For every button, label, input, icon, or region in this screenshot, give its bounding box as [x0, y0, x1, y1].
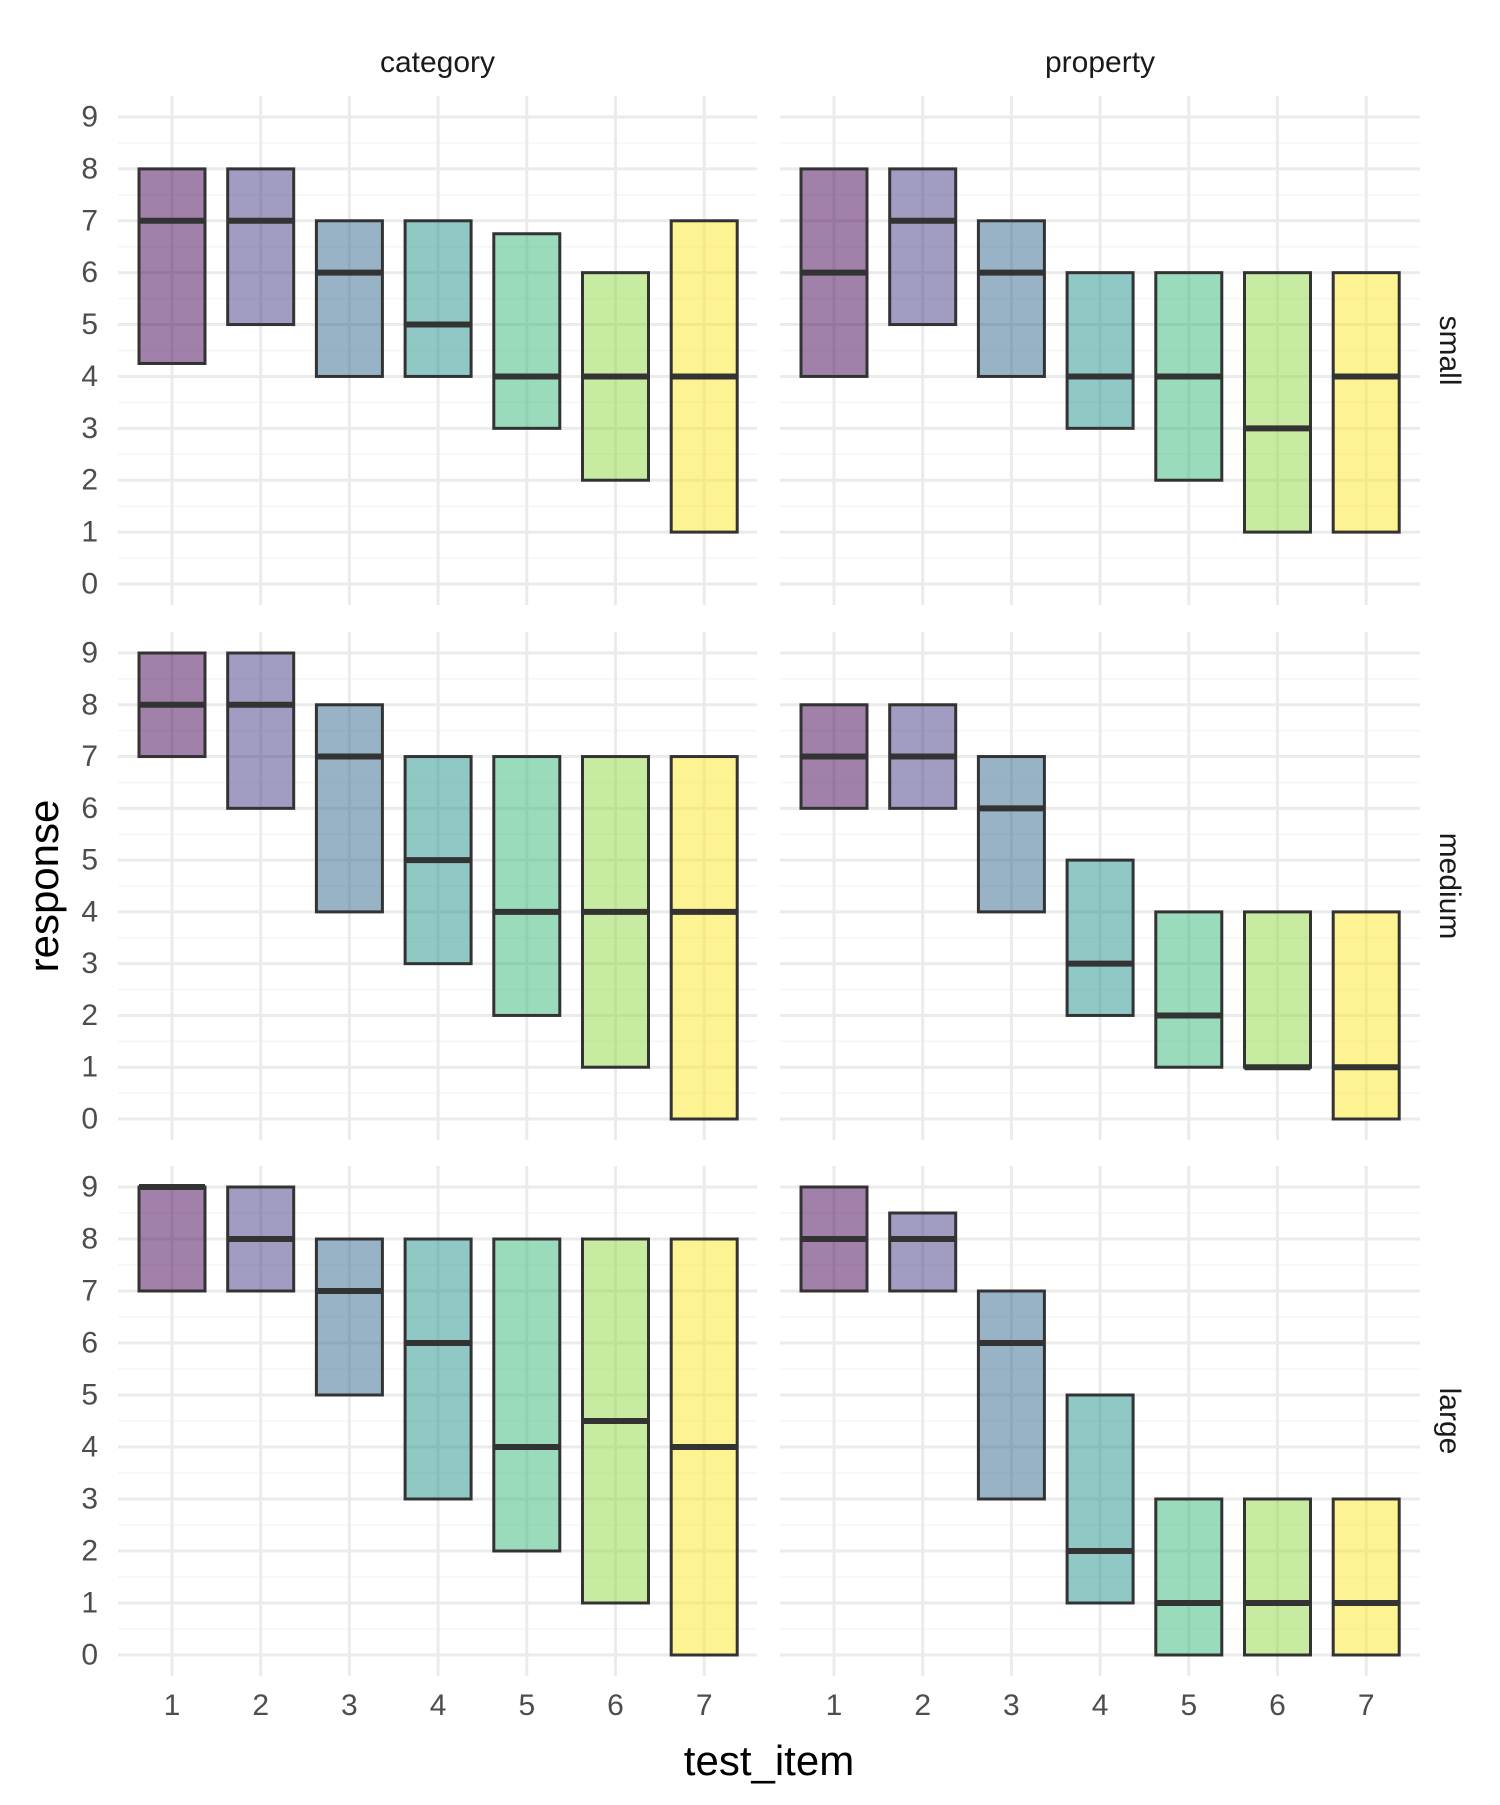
box-item-4: [1065, 1393, 1135, 1605]
box-item-5: [492, 755, 562, 1017]
x-tick-label: 6: [607, 1689, 624, 1722]
row-strip-label: small: [1433, 315, 1466, 385]
box-item-7: [1331, 1497, 1401, 1657]
y-tick-label: 9: [81, 637, 98, 670]
y-tick-label: 2: [81, 464, 98, 497]
y-tick-label: 3: [81, 947, 98, 980]
box-item-6: [1243, 910, 1312, 1069]
box-item-6: [1243, 1497, 1312, 1657]
x-tick-label: 4: [430, 1689, 447, 1722]
boxes-category-medium: [137, 651, 739, 1121]
box-item-3: [976, 219, 1046, 378]
x-tick-label: 3: [1003, 1689, 1020, 1722]
y-tick-label: 1: [81, 1587, 98, 1620]
box-item-4: [403, 1237, 473, 1501]
x-tick-label: 2: [252, 1689, 269, 1722]
y-tick-label: 6: [81, 256, 98, 289]
x-tick-label: 1: [826, 1689, 843, 1722]
column-strip-label: category: [380, 46, 495, 79]
y-tick-label: 4: [81, 360, 98, 393]
y-tick-label: 5: [81, 308, 98, 341]
box-item-3: [314, 219, 384, 378]
y-tick-label: 7: [81, 740, 98, 773]
y-tick-label: 9: [81, 101, 98, 134]
box-item-7: [669, 755, 739, 1121]
box-item-2: [888, 167, 958, 327]
y-tick-label: 5: [81, 844, 98, 877]
y-tick-label: 6: [81, 792, 98, 825]
y-tick-label: 2: [81, 999, 98, 1032]
y-tick-label: 1: [81, 1051, 98, 1084]
box-item-2: [226, 651, 296, 810]
box-item-4: [403, 219, 473, 378]
box-item-3: [314, 703, 384, 914]
box-item-4: [1065, 858, 1135, 1017]
box-item-5: [1154, 910, 1224, 1069]
box-item-2: [888, 1211, 958, 1293]
x-tick-label: 5: [1180, 1689, 1197, 1722]
y-tick-label: 6: [81, 1327, 98, 1360]
box-item-2: [226, 167, 296, 327]
y-tick-label: 8: [81, 152, 98, 185]
box-item-7: [1331, 910, 1401, 1121]
y-tick-label: 3: [81, 1483, 98, 1516]
x-tick-label: 6: [1269, 1689, 1286, 1722]
box-item-3: [976, 1289, 1046, 1501]
row-strip-label: medium: [1433, 833, 1466, 940]
y-tick-label: 2: [81, 1535, 98, 1568]
y-axis-title: response: [20, 800, 67, 973]
x-tick-label: 7: [696, 1689, 713, 1722]
y-tick-label: 0: [81, 568, 98, 601]
y-tick-label: 4: [81, 895, 98, 928]
box-item-3: [314, 1237, 384, 1397]
column-strip-label: property: [1045, 46, 1155, 79]
boxes-category-small: [137, 167, 739, 534]
box-item-5: [1154, 1497, 1224, 1657]
x-axis-title: test_item: [684, 1737, 854, 1784]
y-tick-label: 0: [81, 1103, 98, 1136]
y-tick-label: 3: [81, 412, 98, 445]
x-tick-label: 7: [1358, 1689, 1375, 1722]
x-tick-label: 5: [518, 1689, 535, 1722]
box-item-1: [137, 1185, 207, 1293]
row-strip-label: large: [1433, 1388, 1466, 1455]
box-item-5: [492, 232, 562, 430]
y-tick-label: 7: [81, 1275, 98, 1308]
y-tick-label: 4: [81, 1431, 98, 1464]
x-tick-label: 1: [164, 1689, 181, 1722]
y-tick-label: 5: [81, 1379, 98, 1412]
box-item-5: [492, 1237, 562, 1553]
boxes-category-large: [137, 1184, 739, 1657]
y-tick-label: 1: [81, 516, 98, 549]
y-tick-label: 7: [81, 204, 98, 237]
box-item-4: [1065, 271, 1135, 430]
y-tick-label: 0: [81, 1639, 98, 1672]
box-item-1: [137, 167, 207, 365]
x-tick-label: 4: [1092, 1689, 1109, 1722]
y-tick-label: 8: [81, 1223, 98, 1256]
y-tick-label: 8: [81, 688, 98, 721]
x-tick-label: 3: [341, 1689, 358, 1722]
x-tick-label: 2: [914, 1689, 931, 1722]
boxes-property-medium: [799, 703, 1401, 1121]
boxes-property-small: [799, 167, 1401, 534]
box-item-7: [1331, 271, 1401, 534]
boxes-property-large: [799, 1185, 1401, 1657]
box-item-6: [1243, 271, 1312, 534]
y-tick-label: 9: [81, 1171, 98, 1204]
box-item-3: [976, 755, 1046, 914]
